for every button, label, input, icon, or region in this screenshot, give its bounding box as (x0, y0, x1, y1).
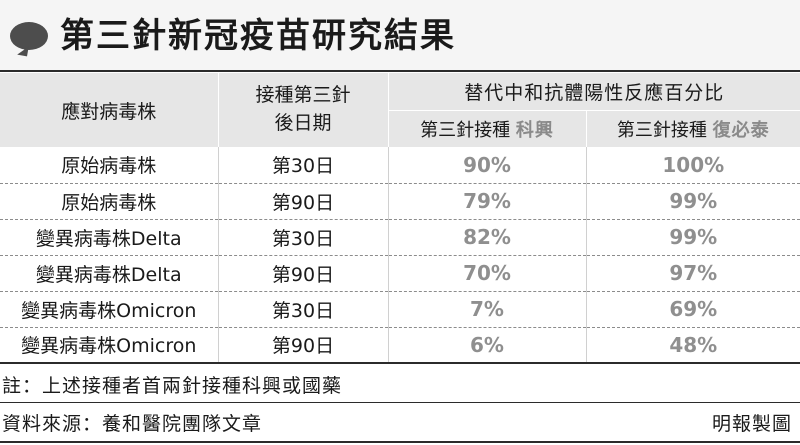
results-table: 應對病毒株 接種第三針後日期 替代中和抗體陽性反應百分比 第三針接種 科興 第三… (0, 73, 800, 364)
footnote: 註：上述接種者首兩針接種科興或國藥 (2, 375, 343, 397)
table-body: 原始病毒株 第30日 90% 100% 原始病毒株 第90日 79% 99% 變異病毒株Delt… (0, 147, 800, 364)
header-vaccine-sinovac: 第三針接種 科興 (388, 110, 587, 147)
variant-cell: 變異病毒株Omicron (0, 327, 218, 364)
biontech-percent-cell: 100% (586, 147, 800, 184)
vaccine-prefix: 第三針接種 (616, 119, 707, 141)
days-cell: 第30日 (217, 291, 389, 328)
title-bar: 第三針新冠疫苗研究結果 (0, 0, 800, 72)
credit-text: 明報製圖 (711, 413, 792, 435)
header-days-label: 接種第三針後日期 (255, 84, 351, 134)
variant-cell: 變異病毒株Delta (0, 255, 218, 292)
header-vaccine-biontech: 第三針接種 復必泰 (586, 110, 800, 147)
sinovac-percent-cell: 79% (388, 183, 587, 220)
bottom-rule (0, 441, 800, 443)
source-text: 資料來源：養和醫院團隊文章 (2, 413, 263, 435)
page-title: 第三針新冠疫苗研究結果 (60, 16, 456, 56)
speech-bubble-icon (10, 22, 48, 50)
sinovac-percent-cell: 70% (388, 255, 587, 292)
divider (0, 402, 800, 403)
table-row: 變異病毒株Omicron 第30日 7% 69% (0, 291, 800, 328)
table-row: 變異病毒株Delta 第90日 70% 97% (0, 255, 800, 292)
sinovac-percent-cell: 6% (388, 327, 587, 364)
biontech-percent-cell: 97% (586, 255, 800, 292)
variant-cell: 變異病毒株Omicron (0, 291, 218, 328)
biontech-percent-cell: 69% (586, 291, 800, 328)
variant-cell: 變異病毒株Delta (0, 219, 218, 256)
days-cell: 第30日 (217, 147, 389, 184)
variant-cell: 原始病毒株 (0, 183, 218, 220)
table-row: 變異病毒株Omicron 第90日 6% 48% (0, 327, 800, 364)
table-row: 原始病毒株 第30日 90% 100% (0, 147, 800, 184)
biontech-percent-cell: 99% (586, 183, 800, 220)
sinovac-percent-cell: 82% (388, 219, 587, 256)
header-days: 接種第三針後日期 (218, 73, 389, 147)
biontech-percent-cell: 48% (586, 327, 800, 364)
vaccine-name-biontech: 復必泰 (712, 119, 770, 141)
table-row: 原始病毒株 第90日 79% 99% (0, 183, 800, 220)
table-row: 變異病毒株Delta 第30日 82% 99% (0, 219, 800, 256)
biontech-percent-cell: 99% (586, 219, 800, 256)
sinovac-percent-cell: 90% (388, 147, 587, 184)
days-cell: 第90日 (217, 327, 389, 364)
header-variant: 應對病毒株 (0, 73, 219, 147)
vaccine-prefix: 第三針接種 (420, 119, 511, 141)
days-cell: 第90日 (217, 183, 389, 220)
variant-cell: 原始病毒株 (0, 147, 218, 184)
header-percent-group: 替代中和抗體陽性反應百分比 (388, 73, 800, 111)
days-cell: 第30日 (217, 219, 389, 256)
sinovac-percent-cell: 7% (388, 291, 587, 328)
vaccine-name-sinovac: 科興 (515, 119, 554, 141)
days-cell: 第90日 (217, 255, 389, 292)
